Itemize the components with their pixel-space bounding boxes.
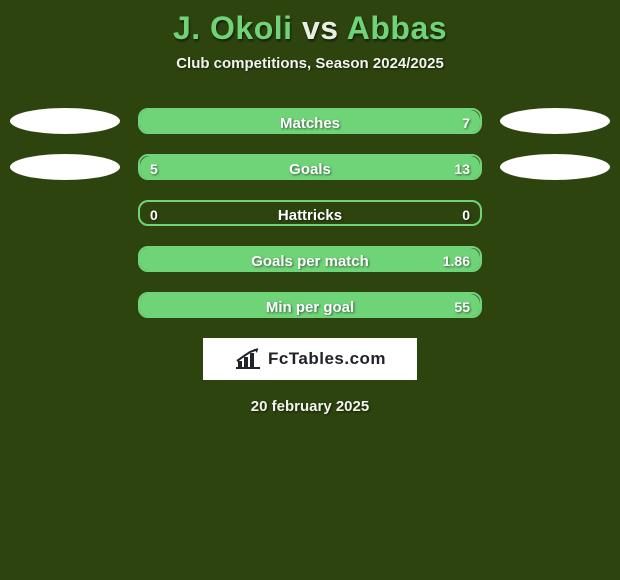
stat-bar: Matches7: [138, 108, 482, 134]
player2-name: Abbas: [347, 10, 447, 46]
stats-section: Matches7 Goals5 13 Hattricks0 0 Goals per mat…: [0, 108, 620, 318]
subtitle: Club competitions, Season 2024/2025: [0, 55, 620, 72]
brand-text: FcTables.com: [268, 349, 386, 369]
player2-ellipse: [500, 246, 610, 272]
stat-label: Goals: [140, 156, 480, 180]
stat-value-right: 55: [454, 294, 470, 318]
page-title: J. Okoli vs Abbas: [0, 0, 620, 47]
stat-row: Goals per match1.86: [0, 246, 620, 272]
brand-box: FcTables.com: [203, 338, 417, 380]
stat-bar: Min per goal55: [138, 292, 482, 318]
stat-label: Min per goal: [140, 294, 480, 318]
player1-ellipse: [10, 246, 120, 272]
stat-row: Matches7: [0, 108, 620, 134]
stat-value-right: 7: [462, 110, 470, 134]
stat-bar: Hattricks0 0: [138, 200, 482, 226]
stat-bar: Goals5 13: [138, 154, 482, 180]
player2-ellipse: [500, 108, 610, 134]
stat-label: Matches: [140, 110, 480, 134]
player2-ellipse: [500, 154, 610, 180]
stat-row: Min per goal55: [0, 292, 620, 318]
date-text: 20 february 2025: [0, 398, 620, 415]
player2-ellipse: [500, 200, 610, 226]
stat-value-left: 0: [150, 202, 158, 226]
player1-name: J. Okoli: [173, 10, 293, 46]
player2-ellipse: [500, 292, 610, 318]
brand-inner: FcTables.com: [234, 348, 386, 370]
stat-row: Hattricks0 0: [0, 200, 620, 226]
player1-ellipse: [10, 154, 120, 180]
stat-label: Goals per match: [140, 248, 480, 272]
stat-value-left: 5: [150, 156, 158, 180]
stat-value-right: 13: [454, 156, 470, 180]
comparison-card: J. Okoli vs Abbas Club competitions, Sea…: [0, 0, 620, 580]
stat-row: Goals5 13: [0, 154, 620, 180]
player1-ellipse: [10, 108, 120, 134]
player1-ellipse: [10, 292, 120, 318]
title-vs: vs: [302, 10, 339, 46]
stat-value-right: 1.86: [443, 248, 470, 272]
bar-chart-icon: [234, 348, 262, 370]
player1-ellipse: [10, 200, 120, 226]
stat-bar: Goals per match1.86: [138, 246, 482, 272]
stat-label: Hattricks: [140, 202, 480, 226]
stat-value-right: 0: [462, 202, 470, 226]
